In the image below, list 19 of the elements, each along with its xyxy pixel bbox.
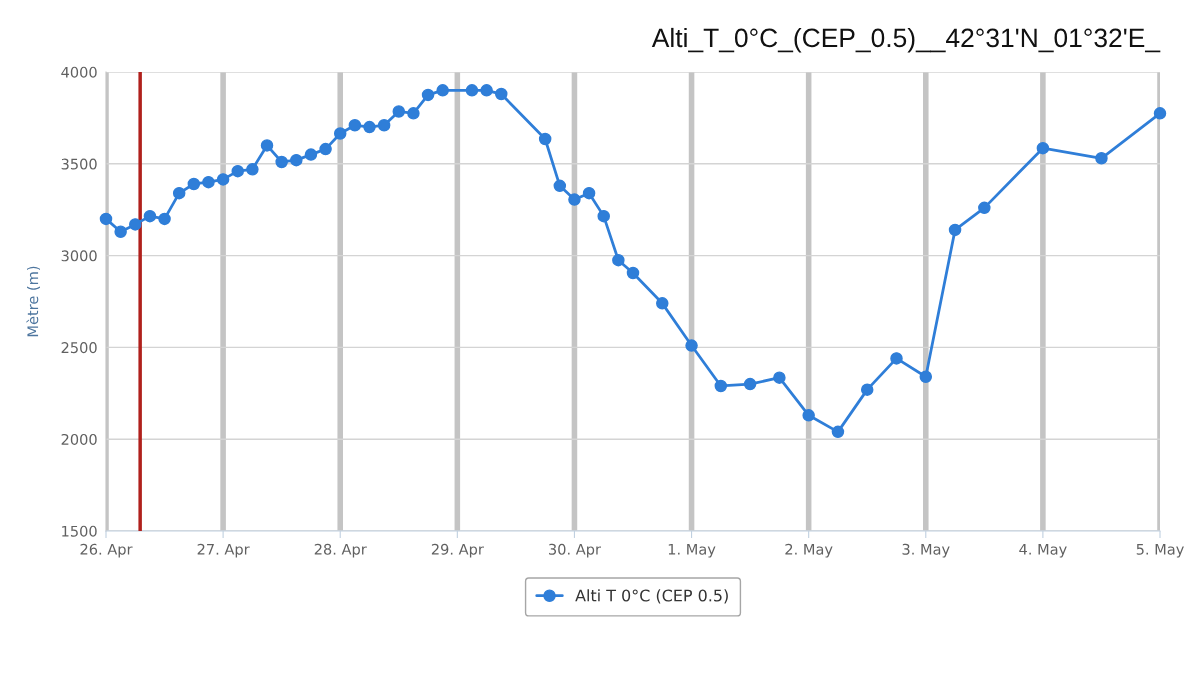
y-tick-label: 4000 [61,66,97,78]
y-tick-label: 3000 [61,250,97,262]
legend-label: Alti T 0°C (CEP 0.5) [575,589,728,604]
x-tick-label: 4. May [1019,543,1067,558]
x-tick-label: 3. May [902,543,950,558]
chart-title: Alti_T_0°C_(CEP_0.5)__42°31'N_01°32'E_ [651,27,1161,53]
x-tick-label: 5. May [1136,543,1184,558]
y-tick-label: 2000 [61,433,97,445]
y-axis-title: Mètre (m) [26,266,40,337]
x-tick-label: 27. Apr [197,543,250,558]
x-tick-label: 30. Apr [549,543,601,558]
y-tick-label: 3500 [61,158,97,170]
x-tick-label: 29. Apr [431,543,484,558]
y-tick-label: 1500 [62,525,97,537]
x-tick-label: 26. Apr [80,543,133,558]
x-tick-label: 2. May [785,543,833,558]
x-tick-label: 1. May [668,543,716,558]
x-tick-label: 28. Apr [314,543,367,558]
y-tick-label: 2500 [61,342,97,354]
